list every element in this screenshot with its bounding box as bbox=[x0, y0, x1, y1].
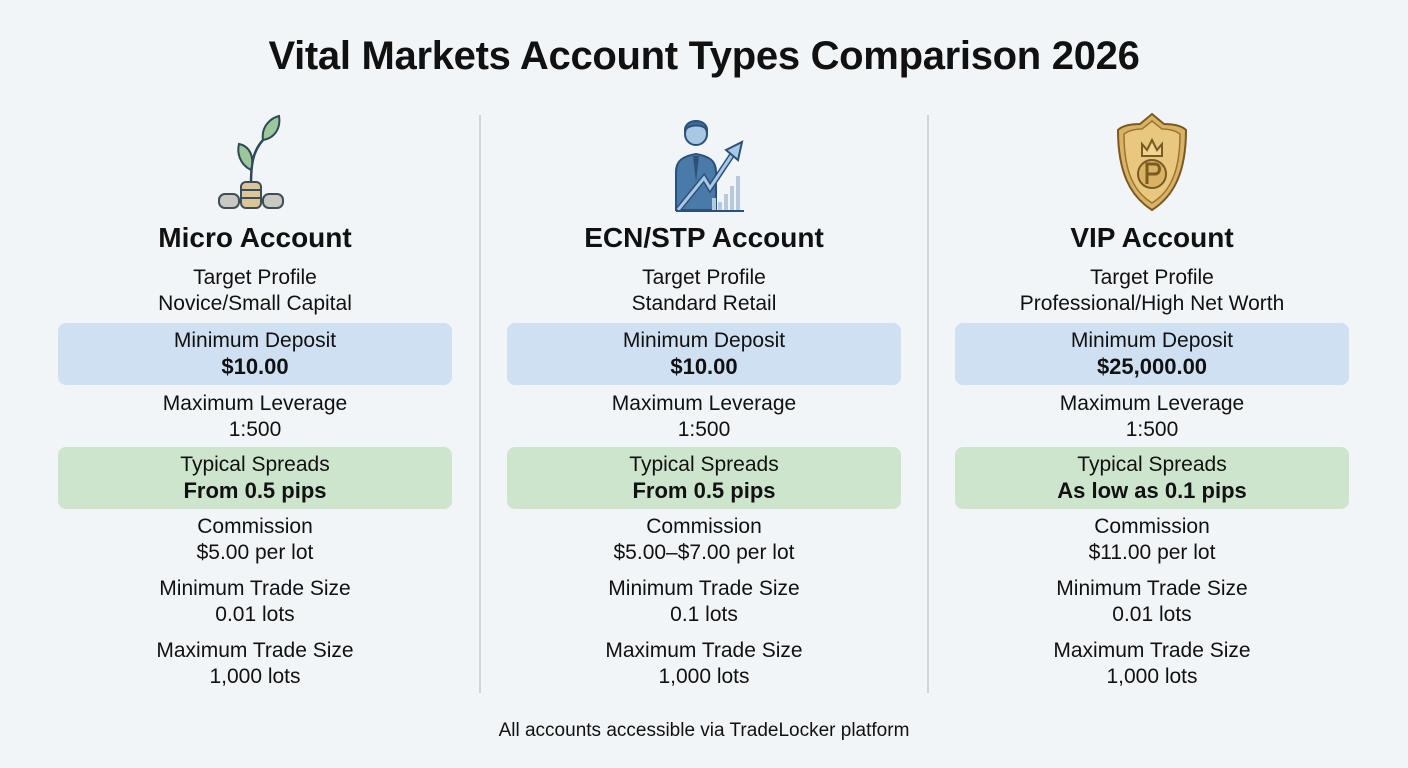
typical-spreads-value: From 0.5 pips bbox=[632, 478, 776, 503]
commission-value: $5.00 per lot bbox=[196, 541, 314, 564]
minimum-deposit-box: Minimum Deposit $10.00 bbox=[58, 323, 452, 385]
commission-label: Commission bbox=[646, 515, 762, 538]
account-column: VIP Account Target Profile Professional/… bbox=[955, 0, 1349, 700]
minimum-deposit-box: Minimum Deposit $25,000.00 bbox=[955, 323, 1349, 385]
account-column: Micro Account Target Profile Novice/Smal… bbox=[58, 0, 452, 700]
maximum-trade-size-label: Maximum Trade Size bbox=[156, 639, 354, 662]
target-profile-label: Target Profile bbox=[193, 266, 317, 289]
minimum-trade-size: Minimum Trade Size 0.01 lots bbox=[58, 576, 452, 628]
commission: Commission $5.00 per lot bbox=[58, 514, 452, 566]
commission: Commission $11.00 per lot bbox=[955, 514, 1349, 566]
target-profile-value: Professional/High Net Worth bbox=[1019, 292, 1285, 315]
maximum-leverage-value: 1:500 bbox=[228, 418, 282, 441]
maximum-leverage-value: 1:500 bbox=[1125, 418, 1179, 441]
minimum-deposit-value: $10.00 bbox=[221, 354, 289, 379]
typical-spreads-value: From 0.5 pips bbox=[183, 478, 327, 503]
maximum-trade-size-value: 1,000 lots bbox=[209, 665, 301, 688]
account-name: ECN/STP Account bbox=[584, 222, 824, 253]
maximum-trade-size-label: Maximum Trade Size bbox=[605, 639, 803, 662]
maximum-leverage: Maximum Leverage 1:500 bbox=[955, 391, 1349, 443]
typical-spreads-box: Typical Spreads As low as 0.1 pips bbox=[955, 447, 1349, 509]
footer-note: All accounts accessible via TradeLocker … bbox=[498, 720, 910, 741]
maximum-leverage-label: Maximum Leverage bbox=[1059, 392, 1245, 415]
maximum-trade-size-value: 1,000 lots bbox=[658, 665, 750, 688]
plant-coins-icon bbox=[205, 112, 305, 212]
maximum-leverage-value: 1:500 bbox=[677, 418, 731, 441]
minimum-deposit-value: $25,000.00 bbox=[1096, 354, 1208, 379]
commission-value: $11.00 per lot bbox=[1088, 541, 1216, 564]
minimum-deposit-value: $10.00 bbox=[670, 354, 738, 379]
maximum-trade-size-value: 1,000 lots bbox=[1106, 665, 1198, 688]
maximum-leverage: Maximum Leverage 1:500 bbox=[58, 391, 452, 443]
maximum-leverage: Maximum Leverage 1:500 bbox=[507, 391, 901, 443]
commission-label: Commission bbox=[197, 515, 313, 538]
maximum-trade-size: Maximum Trade Size 1,000 lots bbox=[58, 638, 452, 690]
target-profile: Target Profile Standard Retail bbox=[507, 265, 901, 317]
minimum-deposit-box: Minimum Deposit $10.00 bbox=[507, 323, 901, 385]
account-column: ECN/STP Account Target Profile Standard … bbox=[507, 0, 901, 700]
typical-spreads-label: Typical Spreads bbox=[1077, 453, 1227, 476]
account-name: Micro Account bbox=[158, 222, 352, 253]
minimum-deposit-label: Minimum Deposit bbox=[622, 329, 786, 352]
commission-label: Commission bbox=[1094, 515, 1210, 538]
typical-spreads-box: Typical Spreads From 0.5 pips bbox=[507, 447, 901, 509]
target-profile-label: Target Profile bbox=[642, 266, 766, 289]
commission: Commission $5.00–$7.00 per lot bbox=[507, 514, 901, 566]
target-profile: Target Profile Novice/Small Capital bbox=[58, 265, 452, 317]
minimum-trade-size-label: Minimum Trade Size bbox=[608, 577, 800, 600]
account-name: VIP Account bbox=[1070, 222, 1234, 253]
column-divider bbox=[479, 115, 481, 693]
businessman-growth-chart-icon bbox=[654, 112, 754, 212]
target-profile-value: Novice/Small Capital bbox=[158, 292, 352, 315]
target-profile-value: Standard Retail bbox=[631, 292, 777, 315]
typical-spreads-value: As low as 0.1 pips bbox=[1057, 478, 1247, 503]
maximum-trade-size: Maximum Trade Size 1,000 lots bbox=[507, 638, 901, 690]
minimum-deposit-label: Minimum Deposit bbox=[1070, 329, 1234, 352]
minimum-trade-size-label: Minimum Trade Size bbox=[1056, 577, 1248, 600]
column-divider bbox=[927, 115, 929, 693]
maximum-leverage-label: Maximum Leverage bbox=[162, 392, 348, 415]
typical-spreads-label: Typical Spreads bbox=[629, 453, 779, 476]
target-profile-label: Target Profile bbox=[1090, 266, 1214, 289]
minimum-trade-size-value: 0.01 lots bbox=[1112, 603, 1192, 626]
commission-value: $5.00–$7.00 per lot bbox=[613, 541, 795, 564]
page-title: Vital Markets Account Types Comparison 2… bbox=[268, 34, 1140, 78]
maximum-trade-size: Maximum Trade Size 1,000 lots bbox=[955, 638, 1349, 690]
gold-shield-crown-icon bbox=[1102, 112, 1202, 212]
minimum-trade-size-label: Minimum Trade Size bbox=[159, 577, 351, 600]
maximum-leverage-label: Maximum Leverage bbox=[611, 392, 797, 415]
minimum-trade-size: Minimum Trade Size 0.1 lots bbox=[507, 576, 901, 628]
minimum-trade-size: Minimum Trade Size 0.01 lots bbox=[955, 576, 1349, 628]
target-profile: Target Profile Professional/High Net Wor… bbox=[955, 265, 1349, 317]
maximum-trade-size-label: Maximum Trade Size bbox=[1053, 639, 1251, 662]
minimum-trade-size-value: 0.1 lots bbox=[670, 603, 738, 626]
minimum-deposit-label: Minimum Deposit bbox=[173, 329, 337, 352]
minimum-trade-size-value: 0.01 lots bbox=[215, 603, 295, 626]
typical-spreads-box: Typical Spreads From 0.5 pips bbox=[58, 447, 452, 509]
typical-spreads-label: Typical Spreads bbox=[180, 453, 330, 476]
